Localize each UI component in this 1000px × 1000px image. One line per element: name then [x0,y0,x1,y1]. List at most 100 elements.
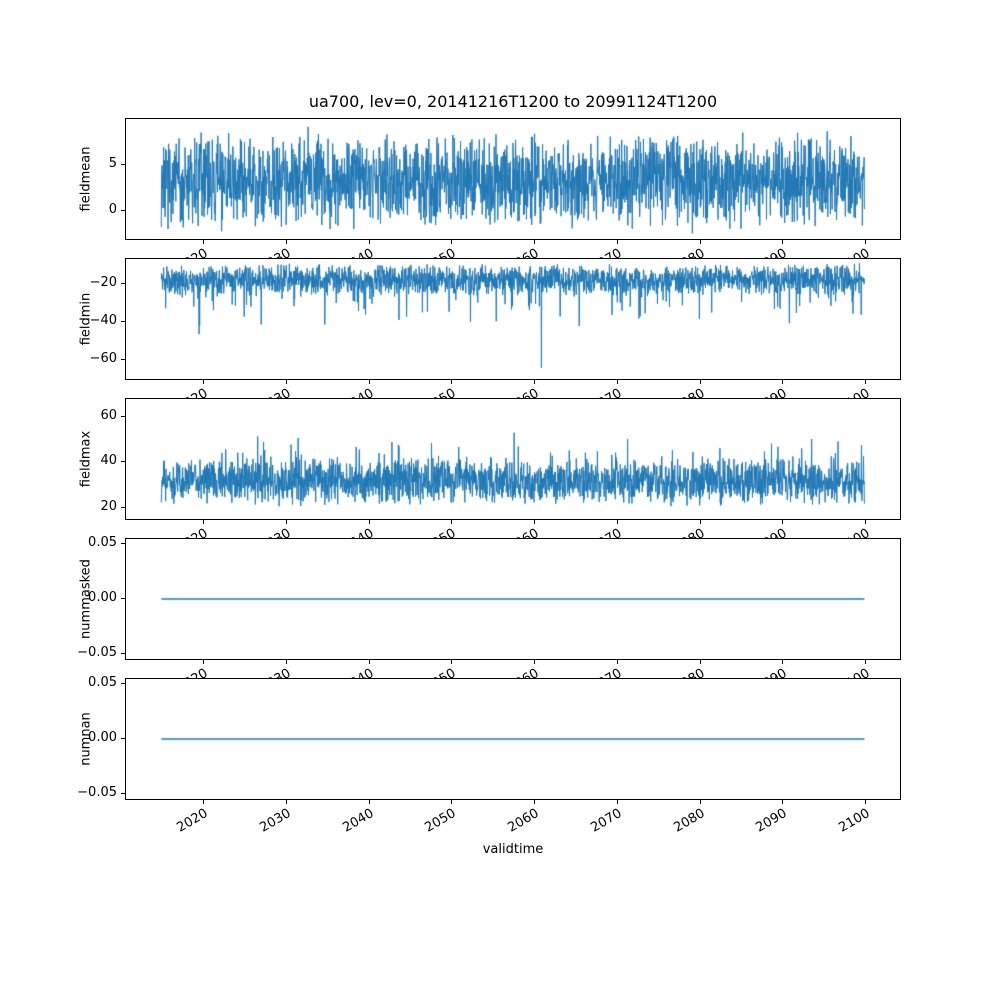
plot-area-fieldmax [125,398,901,520]
x-axis-label: validtime [482,842,544,857]
y-tick-mark [121,653,125,654]
y-tick-mark [121,683,125,684]
x-tick-mark [534,380,535,384]
x-tick-mark [865,240,866,244]
fieldmax-line-canvas [126,399,900,519]
x-tick-mark [700,800,701,804]
x-tick-mark [451,520,452,524]
x-tick-mark [700,520,701,524]
x-tick-mark [203,660,204,664]
x-tick-mark [203,380,204,384]
x-tick-mark [617,660,618,664]
x-tick-mark [451,660,452,664]
x-tick-mark [286,240,287,244]
x-tick-mark [617,520,618,524]
y-tick-label: 0 [108,202,117,217]
numnan-line-canvas [126,679,900,799]
x-tick-mark [369,380,370,384]
x-tick-mark [369,240,370,244]
subplot-nummasked: nummasked 0.050.00−0.0520202030204020502… [0,535,1000,696]
y-tick-label: 0.00 [88,730,117,745]
x-tick-mark [286,660,287,664]
fieldmin-line-canvas [126,259,900,379]
x-tick-mark [700,240,701,244]
x-tick-mark [865,520,866,524]
y-tick-mark [121,283,125,284]
y-tick-label: 20 [100,499,117,514]
x-tick-mark [369,800,370,804]
y-tick-mark [121,210,125,211]
x-tick-mark [451,380,452,384]
x-tick-mark [451,800,452,804]
x-tick-mark [286,800,287,804]
x-tick-label: 2070 [588,806,625,836]
x-tick-label: 2050 [422,806,459,836]
nummasked-line-canvas [126,539,900,659]
x-tick-mark [534,660,535,664]
x-tick-mark [451,240,452,244]
x-tick-mark [782,660,783,664]
y-tick-mark [121,543,125,544]
x-tick-mark [617,240,618,244]
x-tick-mark [700,660,701,664]
x-tick-mark [865,660,866,664]
x-tick-mark [286,380,287,384]
subplot-numnan: numnan 0.05 0.00 −0.05 2020 2030 2040 2050 2060… [0,675,1000,836]
y-tick-label: 0.05 [88,675,117,690]
x-tick-mark [286,520,287,524]
x-tick-mark [369,660,370,664]
y-tick-label: −60 [89,351,117,366]
x-tick-mark [203,520,204,524]
x-tick-mark [782,240,783,244]
x-tick-mark [203,800,204,804]
x-tick-label: 2080 [671,806,708,836]
y-tick-label: −0.05 [77,645,117,660]
subplot-fieldmin: fieldmin −20−40−602020203020402050206020… [0,258,1000,416]
y-tick-mark [121,416,125,417]
y-tick-label: 5 [108,156,117,171]
x-tick-mark [782,520,783,524]
y-tick-label: 60 [100,408,117,423]
plot-area-fieldmean [125,118,901,240]
y-tick-label: −0.05 [77,785,117,800]
x-tick-label: 2020 [174,806,211,836]
plot-area-fieldmin [125,258,901,380]
x-tick-mark [534,800,535,804]
plot-area-numnan [125,678,901,800]
y-tick-label: 40 [100,453,117,468]
y-tick-mark [121,164,125,165]
x-tick-mark [865,800,866,804]
y-tick-mark [121,359,125,360]
y-tick-mark [121,321,125,322]
y-tick-mark [121,793,125,794]
y-tick-label: −40 [89,313,117,328]
x-tick-label: 2100 [836,806,873,836]
x-tick-mark [782,800,783,804]
subplot-fieldmax: fieldmax 2040602020203020402050206020702… [0,398,1000,556]
figure-title: ua700, lev=0, 20141216T1200 to 20991124T… [308,92,718,111]
x-tick-label: 2030 [257,806,294,836]
x-tick-mark [534,240,535,244]
x-tick-mark [617,800,618,804]
y-tick-mark [121,461,125,462]
x-tick-mark [369,520,370,524]
subplot-fieldmean: fieldmean 052020203020402050206020702080… [0,118,1000,276]
x-tick-mark [203,240,204,244]
y-tick-label: −20 [89,275,117,290]
y-tick-label: 0.05 [88,535,117,550]
x-tick-mark [700,380,701,384]
x-tick-mark [782,380,783,384]
x-tick-mark [534,520,535,524]
plot-area-nummasked [125,538,901,660]
x-tick-label: 2060 [505,806,542,836]
y-tick-mark [121,507,125,508]
y-tick-label: 0.00 [88,590,117,605]
x-tick-label: 2040 [340,806,377,836]
x-tick-mark [617,380,618,384]
fieldmean-line-canvas [126,119,900,239]
y-tick-mark [121,598,125,599]
y-tick-mark [121,738,125,739]
x-tick-label: 2090 [753,806,790,836]
x-tick-mark [865,380,866,384]
